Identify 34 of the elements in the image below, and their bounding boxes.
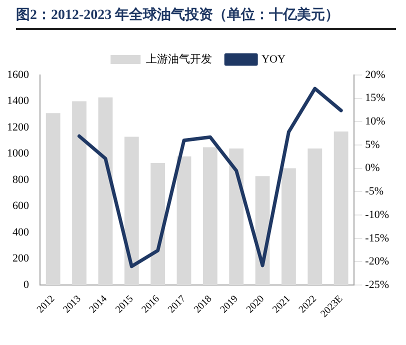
y-tick-label: 600 xyxy=(12,200,30,212)
bar xyxy=(72,101,86,286)
bar xyxy=(46,113,60,286)
bar xyxy=(308,148,322,286)
bar xyxy=(334,131,348,286)
y2-tick-label: -20% xyxy=(365,256,389,268)
y2-tick-label: 15% xyxy=(365,92,386,104)
y-tick-label: 400 xyxy=(12,226,30,238)
y-tick-label: 1400 xyxy=(7,95,30,108)
bar xyxy=(124,136,139,286)
legend-label: YOY xyxy=(262,53,286,66)
y-tick-label: 1200 xyxy=(7,121,30,134)
y2-tick-label: 20% xyxy=(365,68,386,81)
y-tick-label: 800 xyxy=(12,174,30,186)
y2-tick-label: 0% xyxy=(365,162,380,174)
y-tick-label: 1000 xyxy=(7,148,30,160)
chart-title: 图2：2012-2023 年全球油气投资（单位：十亿美元） xyxy=(16,0,396,30)
legend-label: 上游油气开发 xyxy=(146,52,212,66)
bar xyxy=(176,156,192,286)
y-tick-label: 0 xyxy=(24,278,30,291)
y2-tick-label: -10% xyxy=(365,208,389,221)
y2-tick-label: 5% xyxy=(365,138,380,151)
y-tick-label: 1600 xyxy=(7,68,30,81)
bar xyxy=(202,147,218,286)
bar xyxy=(150,162,166,286)
y2-tick-label: -25% xyxy=(365,278,389,291)
x-tick-label: 2021 xyxy=(270,293,293,316)
y2-tick-label: -15% xyxy=(365,232,389,244)
bar xyxy=(282,168,296,286)
bar xyxy=(229,148,244,286)
y2-tick-label: 10% xyxy=(365,116,386,128)
bar xyxy=(98,97,113,286)
y2-tick-label: -5% xyxy=(365,186,384,198)
y-tick-label: 200 xyxy=(12,252,30,265)
